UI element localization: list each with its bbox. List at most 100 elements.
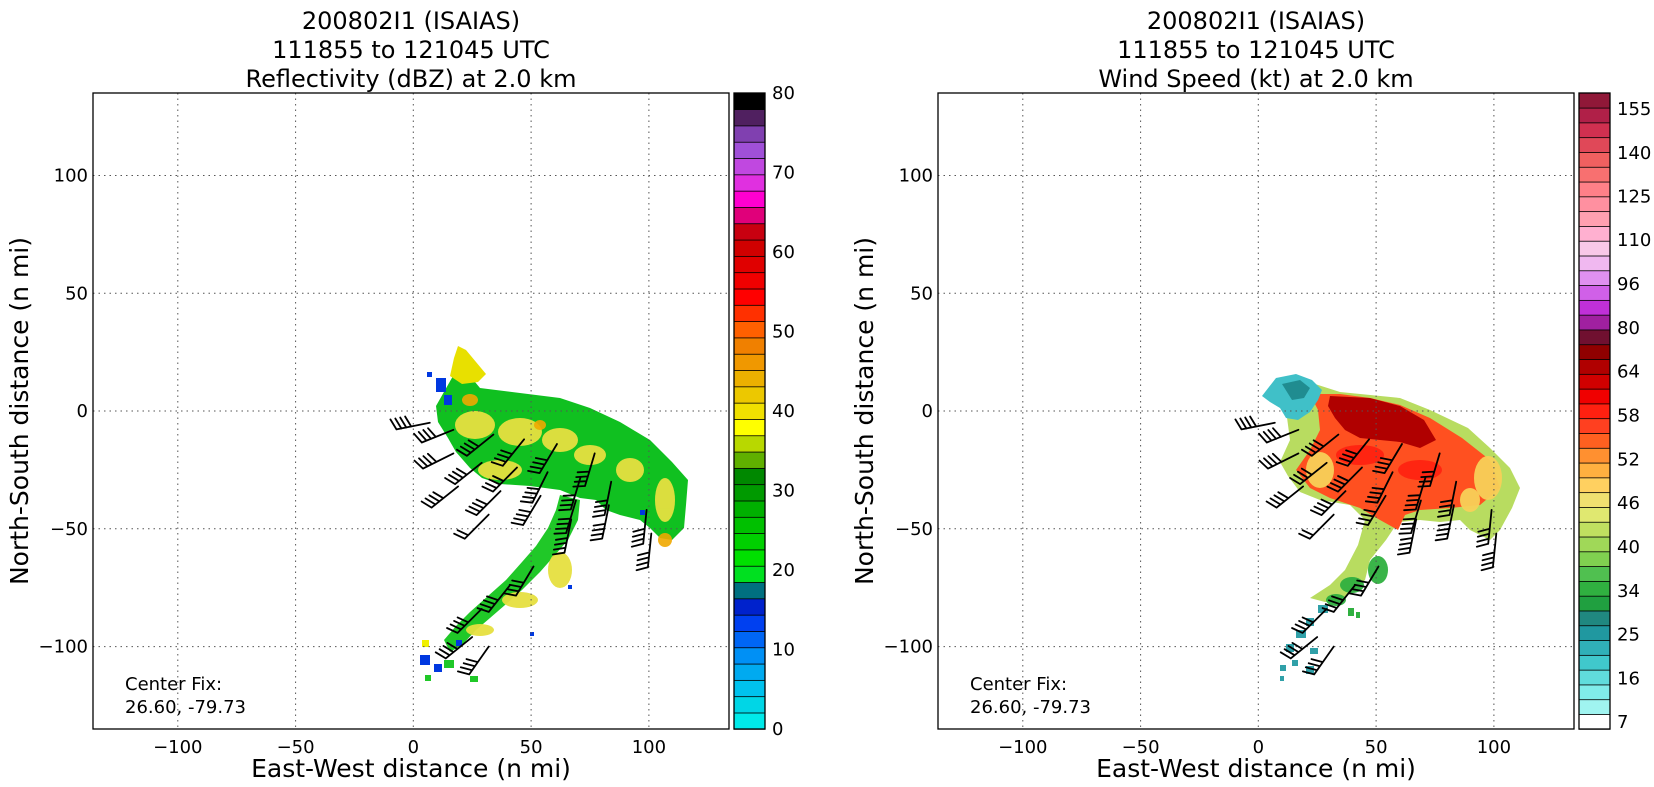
wind-barb (1372, 443, 1403, 474)
wind-speed-colorbar-frame (1578, 92, 1611, 730)
colorbar-tick-label: 155 (1617, 99, 1651, 120)
colorbar-tick-label: 25 (1617, 625, 1640, 646)
wind-barb (434, 636, 474, 660)
colorbar-swatch (1578, 521, 1611, 538)
colorbar-swatch (733, 304, 766, 323)
wind-speed-wind-barbs (1234, 415, 1498, 676)
colorbar-tick-label: 58 (1617, 406, 1640, 427)
reflectivity-x-axis-label: East-West distance (n mi) (251, 754, 571, 783)
colorbar-swatch (1578, 403, 1611, 420)
colorbar-swatch (1578, 565, 1611, 582)
wind-barb (552, 518, 573, 556)
x-tick-label: −50 (277, 737, 315, 758)
x-tick-label: −50 (1122, 737, 1160, 758)
y-tick-label: 0 (922, 401, 933, 422)
wind-barb (1291, 608, 1328, 634)
colorbar-swatch (1578, 551, 1611, 568)
colorbar-swatch (1578, 654, 1611, 671)
colorbar-swatch (733, 125, 766, 143)
wind-barb (413, 452, 455, 470)
colorbar-swatch (733, 549, 766, 567)
wind-barb (1279, 636, 1319, 660)
wind-barb (1326, 466, 1363, 493)
wind-speed-center-fix-value: 26.60, -79.73 (970, 697, 1091, 718)
colorbar-swatch (733, 271, 766, 290)
x-tick-label: 50 (520, 737, 543, 758)
wind-barb (1302, 645, 1335, 676)
colorbar-swatch (1578, 181, 1611, 198)
colorbar-swatch (1578, 580, 1611, 597)
wind-barb (503, 565, 535, 597)
wind-speed-colorbar-labels: 155 140 125 110 96 80 64 58 52 46 40 34 … (1617, 99, 1651, 733)
colorbar-swatch (1578, 506, 1611, 523)
colorbar-swatch (1578, 625, 1611, 641)
colorbar-swatch (733, 369, 766, 388)
colorbar-swatch (1578, 299, 1611, 316)
colorbar-swatch (733, 353, 766, 371)
wind-barb (456, 433, 495, 457)
x-tick-label: 0 (408, 737, 419, 758)
colorbar-swatch (1578, 388, 1611, 405)
reflectivity-panel: 200802I1 (ISAIAS) 111855 to 121045 UTC R… (5, 7, 795, 783)
colorbar-swatch (733, 190, 766, 208)
colorbar-swatch (1578, 196, 1611, 213)
colorbar-tick-label: 30 (772, 481, 795, 502)
reflectivity-y-tick-labels: 100 50 0 −50 −100 (39, 166, 88, 658)
x-tick-label: 50 (1365, 737, 1388, 758)
wind-barb (1335, 438, 1370, 467)
colorbar-swatch (1578, 151, 1611, 168)
y-tick-label: 50 (65, 283, 88, 304)
reflectivity-colorbar-swatches (733, 92, 766, 730)
wind-barb (1475, 509, 1493, 548)
wind-speed-x-axis-label: East-West distance (n mi) (1096, 754, 1416, 783)
wind-barb (1480, 532, 1498, 572)
colorbar-tick-label: 40 (1617, 537, 1640, 558)
colorbar-tick-label: 64 (1617, 362, 1640, 383)
colorbar-swatch (1578, 477, 1611, 494)
colorbar-tick-label: 7 (1617, 712, 1628, 733)
colorbar-swatch (733, 157, 766, 176)
wind-barb (446, 608, 483, 634)
colorbar-tick-label: 50 (772, 322, 795, 343)
wind-barb (589, 504, 610, 542)
wind-barb (527, 443, 558, 474)
wind-barb (1289, 461, 1328, 485)
colorbar-swatch (1578, 107, 1611, 124)
colorbar-swatch (1578, 314, 1611, 331)
wind-speed-y-axis-label: North-South distance (n mi) (850, 237, 879, 585)
colorbar-swatch (733, 320, 766, 339)
colorbar-swatch (1578, 329, 1611, 346)
colorbar-tick-label: 80 (772, 83, 795, 104)
colorbar-swatch (733, 467, 766, 486)
colorbar-swatch (1578, 284, 1611, 301)
colorbar-tick-label: 52 (1617, 450, 1640, 471)
x-tick-label: −100 (153, 737, 202, 758)
y-tick-label: −50 (895, 519, 933, 540)
wind-barb (510, 494, 542, 526)
colorbar-swatch (733, 108, 766, 127)
wind-barb (635, 532, 653, 572)
reflectivity-title-line-1: 200802I1 (ISAIAS) (302, 7, 520, 35)
reflectivity-title-line-3: Reflectivity (dBZ) at 2.0 km (246, 65, 577, 93)
wind-barb (1321, 584, 1356, 613)
reflectivity-y-axis-label: North-South distance (n mi) (5, 237, 34, 585)
colorbar-swatch (733, 223, 766, 241)
reflectivity-x-tick-labels: −100 −50 0 50 100 (153, 737, 666, 758)
colorbar-tick-label: 70 (772, 163, 795, 184)
colorbar-swatch (733, 532, 766, 551)
colorbar-swatch (1578, 462, 1611, 479)
colorbar-swatch (1578, 432, 1611, 449)
colorbar-swatch (733, 565, 766, 583)
colorbar-swatch (1578, 166, 1611, 183)
colorbar-swatch (1578, 255, 1611, 272)
wind-barb (476, 584, 511, 613)
wind-barb (1234, 415, 1276, 431)
y-tick-label: −100 (884, 637, 933, 658)
wind-barb (519, 471, 549, 504)
colorbar-swatch (1578, 684, 1611, 701)
wind-barb (1403, 476, 1427, 512)
reflectivity-center-fix-label: Center Fix: (125, 674, 222, 695)
wind-barb (1437, 480, 1458, 518)
colorbar-tick-label: 20 (772, 560, 795, 581)
wind-speed-center-fix-label: Center Fix: (970, 674, 1067, 695)
